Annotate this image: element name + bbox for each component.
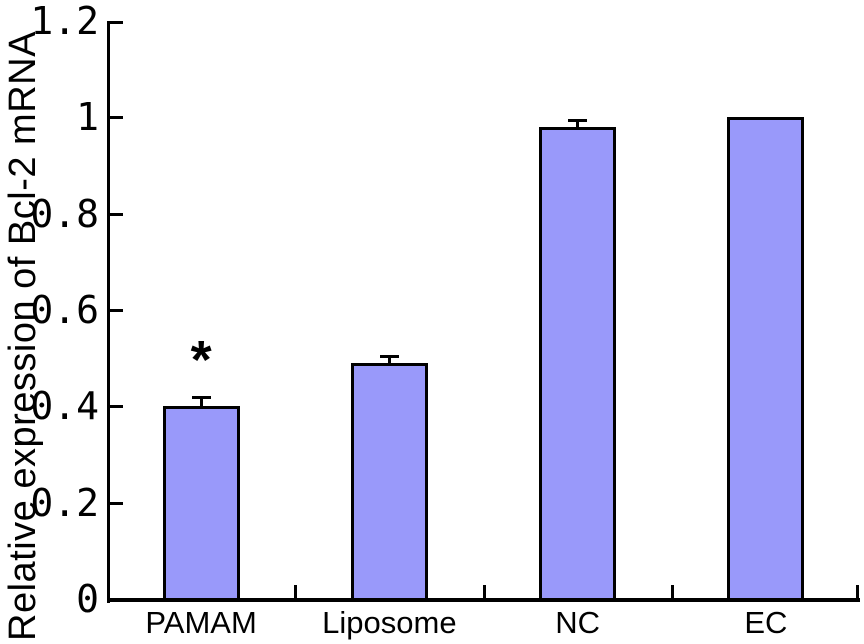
x-tick-label-nc: NC <box>555 605 601 640</box>
y-tick-0-6 <box>110 309 123 312</box>
y-tick-label-1: 1 <box>76 95 99 140</box>
x-tick-boundary-3 <box>670 585 674 598</box>
y-tick-0-2 <box>110 501 123 505</box>
error-bar-stem-liposome <box>387 355 391 363</box>
error-bar-stem-nc <box>576 119 580 127</box>
significance-marker-pamam: * <box>190 330 212 391</box>
plot-area: * <box>107 21 860 603</box>
y-axis-line <box>107 21 110 603</box>
error-bar-stem-pamam <box>199 396 203 407</box>
y-tick-0-4 <box>110 405 123 409</box>
x-tick-boundary-2 <box>482 585 486 598</box>
y-tick-label-0: 0 <box>76 577 99 621</box>
y-tick-label-0-2: 0.2 <box>30 480 99 525</box>
bar-pamam <box>162 406 240 601</box>
y-tick-label-0-8: 0.8 <box>30 191 99 236</box>
bar-ec <box>727 117 805 601</box>
y-tick-0-8 <box>110 212 123 216</box>
bar-nc <box>539 126 617 601</box>
y-tick-0 <box>110 598 123 601</box>
x-tick-label-pamam: PAMAM <box>145 605 257 640</box>
x-tick-boundary-1 <box>294 585 298 598</box>
error-bar-cap-nc <box>568 118 588 122</box>
x-tick-label-ec: EC <box>744 605 788 640</box>
x-tick-label-liposome: Liposome <box>322 605 457 640</box>
x-axis-end-tick <box>856 585 859 598</box>
y-tick-label-1-2: 1.2 <box>30 0 99 43</box>
error-bar-cap-pamam <box>191 395 211 399</box>
y-tick-1-2 <box>110 21 123 24</box>
error-bar-cap-liposome <box>379 354 399 358</box>
x-axis-line <box>107 598 860 602</box>
bar-liposome <box>350 362 428 601</box>
y-tick-label-0-4: 0.4 <box>30 384 99 429</box>
y-tick-1 <box>110 116 123 120</box>
y-tick-label-0-6: 0.6 <box>30 288 99 332</box>
